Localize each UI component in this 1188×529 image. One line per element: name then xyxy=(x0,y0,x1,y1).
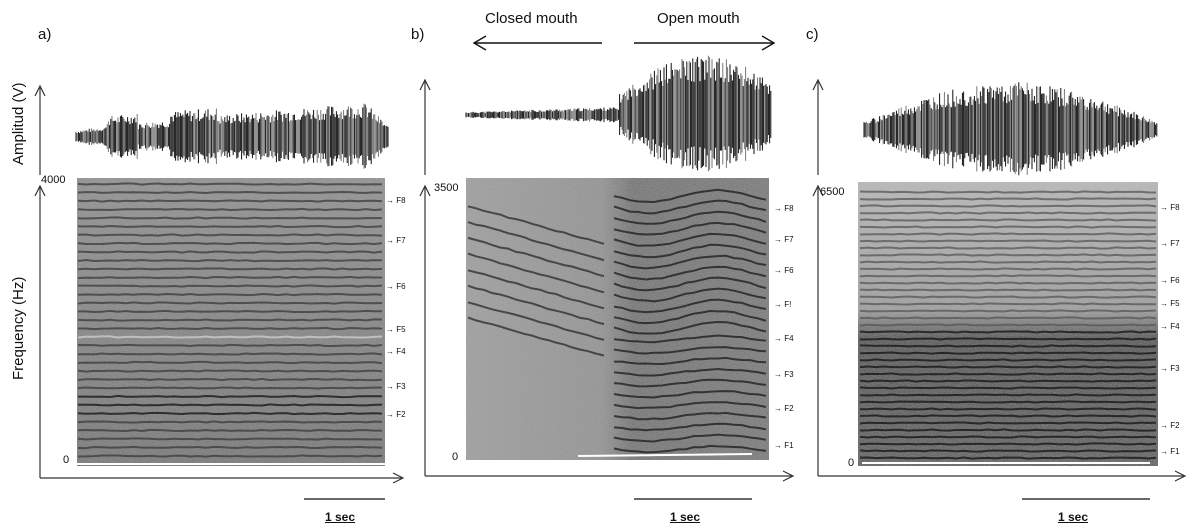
panel-letter-a: a) xyxy=(38,26,52,43)
panel-a xyxy=(34,84,405,500)
formant-label: → F8 xyxy=(1160,202,1180,212)
formant-label: → F3 xyxy=(386,381,406,391)
panel-letter-b: b) xyxy=(411,26,425,43)
amplitude-arrowhead-a xyxy=(34,84,46,97)
time-arrowhead-a xyxy=(392,472,405,484)
freq-bottom-b: 0 xyxy=(452,451,459,463)
frequency-arrowhead-b xyxy=(419,184,431,197)
closed-mouth-label: Closed mouth xyxy=(485,10,578,27)
formant-label: → F2 xyxy=(774,404,794,414)
formant-label: → F7 xyxy=(386,235,406,245)
formant-label: → F4 xyxy=(386,347,406,357)
scale-label-c: 1 sec xyxy=(1058,510,1089,524)
formant-label: → F1 xyxy=(1160,446,1180,456)
formant-label: → F1 xyxy=(774,440,794,450)
formant-label: → F! xyxy=(774,299,792,309)
scale-label-a: 1 sec xyxy=(325,510,356,524)
time-arrowhead-b xyxy=(782,470,795,482)
frequency-arrowhead-a xyxy=(34,184,46,197)
formant-label: → F6 xyxy=(1160,276,1180,286)
scale-label-b: 1 sec xyxy=(670,510,701,524)
freq-top-b: 3500 xyxy=(434,182,459,194)
waveform-a xyxy=(75,103,389,169)
formant-label: → F5 xyxy=(1160,299,1180,309)
formant-label: → F2 xyxy=(1160,421,1180,431)
panel-c xyxy=(812,78,1187,500)
formant-label: → F2 xyxy=(386,410,406,420)
freq-top-c: 6500 xyxy=(820,186,845,198)
freq-bottom-a: 0 xyxy=(63,454,70,466)
open-mouth-arrowhead xyxy=(761,35,776,51)
waveform-b xyxy=(465,55,772,172)
panel-letter-c: c) xyxy=(806,26,819,43)
formant-label: → F3 xyxy=(774,370,794,380)
amplitude-axis-label: Amplitud (V) xyxy=(10,82,27,165)
freq-top-a: 4000 xyxy=(41,174,66,186)
frequency-arrowhead-c xyxy=(812,184,824,197)
closed-mouth-arrowhead xyxy=(472,35,487,51)
open-mouth-label: Open mouth xyxy=(657,10,740,27)
formant-label: → F3 xyxy=(1160,364,1180,374)
formant-label: → F8 xyxy=(386,195,406,205)
formant-label: → F6 xyxy=(386,281,406,291)
formant-label: → F4 xyxy=(774,333,794,343)
formant-label: → F4 xyxy=(1160,321,1180,331)
amplitude-arrowhead-c xyxy=(812,78,824,91)
formant-label: → F5 xyxy=(386,324,406,334)
formant-label: → F7 xyxy=(1160,239,1180,249)
amplitude-arrowhead-b xyxy=(419,78,431,91)
waveform-c xyxy=(863,82,1158,176)
formant-label: → F7 xyxy=(774,235,794,245)
frequency-axis-label: Frequency (Hz) xyxy=(10,276,27,380)
panel-b xyxy=(419,35,795,500)
freq-bottom-c: 0 xyxy=(848,457,855,469)
formant-label: → F6 xyxy=(774,266,794,276)
formant-label: → F8 xyxy=(774,204,794,214)
time-arrowhead-c xyxy=(1174,470,1187,482)
